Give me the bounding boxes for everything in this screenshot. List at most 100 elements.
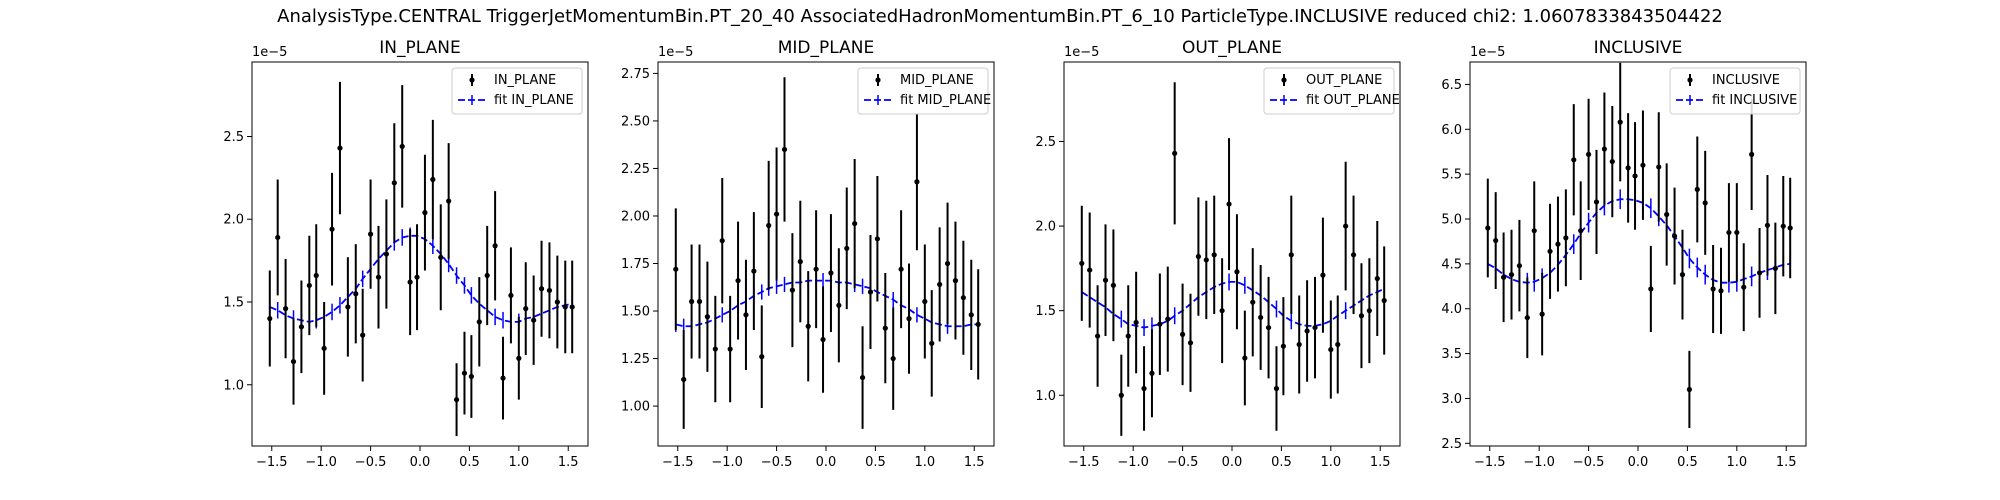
y-tick-label: 5.5 xyxy=(1441,168,1462,183)
axis-multiplier-label: 1e−5 xyxy=(658,45,693,60)
data-point xyxy=(937,281,943,288)
data-point xyxy=(975,321,981,327)
data-point xyxy=(375,274,382,280)
data-point xyxy=(313,272,319,279)
y-tick-label: 2.5 xyxy=(1035,135,1056,150)
data-point xyxy=(789,287,796,293)
data-point xyxy=(1165,316,1171,322)
data-point xyxy=(712,346,718,352)
x-tick-label: 0.5 xyxy=(865,455,886,470)
data-point xyxy=(562,304,568,310)
data-point xyxy=(1485,225,1491,231)
data-point xyxy=(1211,252,1217,258)
x-tick-label: −1.0 xyxy=(305,455,337,470)
legend-box xyxy=(1263,67,1395,115)
axis-multiplier-label: 1e−5 xyxy=(1064,45,1099,60)
y-tick-label: 3.5 xyxy=(1441,347,1462,362)
data-point xyxy=(538,286,545,292)
data-point xyxy=(275,234,281,241)
data-point xyxy=(476,319,482,325)
x-tick-label: 1.5 xyxy=(964,455,985,470)
data-point xyxy=(1772,265,1778,271)
data-point xyxy=(1187,340,1194,346)
data-point xyxy=(1219,308,1225,314)
x-tick-label: −1.0 xyxy=(1523,455,1555,470)
data-point xyxy=(1578,228,1584,234)
legend-box xyxy=(451,67,583,115)
data-point xyxy=(1133,319,1139,326)
axes-frame xyxy=(657,61,995,447)
data-point xyxy=(1749,151,1755,158)
data-point xyxy=(1734,229,1740,236)
data-point xyxy=(1304,328,1310,334)
axes-frame xyxy=(251,61,589,447)
fit-line xyxy=(1487,198,1791,284)
data-point xyxy=(1563,235,1569,241)
data-point xyxy=(820,336,826,343)
data-point xyxy=(1601,146,1607,152)
y-tick-label: 2.0 xyxy=(1035,220,1056,235)
legend-label-data: INCLUSIVE xyxy=(1712,73,1780,88)
data-point xyxy=(1079,260,1085,266)
y-tick-label: 4.5 xyxy=(1441,257,1462,272)
data-point xyxy=(1493,237,1499,244)
x-tick-label: −1.5 xyxy=(1474,455,1506,470)
data-point xyxy=(298,324,305,330)
data-point xyxy=(1694,186,1700,193)
data-point xyxy=(689,298,695,305)
fit-line xyxy=(269,234,573,323)
y-tick-label: 1.25 xyxy=(621,352,650,367)
y-tick-label: 2.0 xyxy=(223,213,244,228)
data-point xyxy=(290,358,297,365)
data-point xyxy=(1381,297,1387,304)
x-tick-label: 0.0 xyxy=(410,455,431,470)
data-point xyxy=(345,304,351,310)
y-tick-label: 1.5 xyxy=(223,296,244,311)
y-tick-label: 2.50 xyxy=(621,114,650,129)
data-point xyxy=(1671,233,1678,239)
y-tick-label: 1.0 xyxy=(223,378,244,393)
data-point xyxy=(1242,355,1248,361)
data-point xyxy=(1585,151,1592,158)
data-point xyxy=(1226,201,1232,207)
data-point xyxy=(797,259,803,265)
legend-label-fit: fit IN_PLANE xyxy=(494,93,574,108)
x-tick-label: 1.0 xyxy=(1726,455,1747,470)
legend-label-data: OUT_PLANE xyxy=(1306,73,1382,88)
axis-multiplier-label: 1e−5 xyxy=(252,45,287,60)
data-point xyxy=(1531,228,1537,234)
data-point xyxy=(283,306,289,312)
panel-title: OUT_PLANE xyxy=(1182,38,1282,58)
data-point xyxy=(367,231,374,237)
axes-frame xyxy=(1469,61,1807,447)
data-point xyxy=(1110,282,1117,288)
data-point xyxy=(1524,315,1530,321)
panel-title: MID_PLANE xyxy=(778,38,874,58)
data-point xyxy=(1679,272,1686,278)
data-point xyxy=(1374,275,1380,282)
data-point xyxy=(422,210,428,216)
data-point xyxy=(321,345,327,351)
data-point xyxy=(461,370,468,376)
legend-label-fit: fit OUT_PLANE xyxy=(1306,93,1400,108)
data-point xyxy=(735,278,741,284)
data-point xyxy=(1296,341,1302,348)
y-tick-label: 6.0 xyxy=(1441,123,1462,138)
data-point xyxy=(1172,150,1178,156)
y-tick-label: 3.0 xyxy=(1441,392,1462,407)
data-point xyxy=(1118,392,1124,398)
x-tick-label: −0.5 xyxy=(761,455,793,470)
y-tick-label: 2.25 xyxy=(621,162,650,177)
data-point xyxy=(1350,252,1357,258)
data-point xyxy=(719,238,725,244)
y-tick-label: 1.00 xyxy=(621,400,650,415)
data-point xyxy=(1764,222,1771,228)
data-point xyxy=(1328,346,1334,353)
data-point xyxy=(1250,299,1256,305)
data-point xyxy=(484,272,490,279)
y-tick-label: 4.0 xyxy=(1441,302,1462,317)
x-tick-label: 0.0 xyxy=(1222,455,1243,470)
data-point xyxy=(391,180,397,186)
x-tick-label: 0.0 xyxy=(816,455,837,470)
